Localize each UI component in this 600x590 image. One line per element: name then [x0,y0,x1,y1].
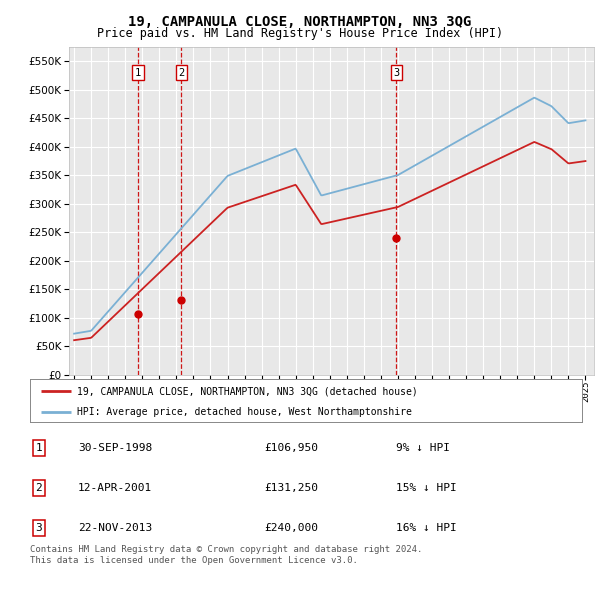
Text: Contains HM Land Registry data © Crown copyright and database right 2024.
This d: Contains HM Land Registry data © Crown c… [30,545,422,565]
Point [391,233,401,242]
Text: £240,000: £240,000 [264,523,318,533]
Text: Price paid vs. HM Land Registry's House Price Index (HPI): Price paid vs. HM Land Registry's House … [97,27,503,40]
Point [176,295,186,304]
Text: 22-NOV-2013: 22-NOV-2013 [78,523,152,533]
Text: 9% ↓ HPI: 9% ↓ HPI [396,443,450,453]
Text: 15% ↓ HPI: 15% ↓ HPI [396,483,457,493]
Text: 1: 1 [35,443,43,453]
Text: 1: 1 [135,68,141,78]
Text: 30-SEP-1998: 30-SEP-1998 [78,443,152,453]
Text: 19, CAMPANULA CLOSE, NORTHAMPTON, NN3 3QG (detached house): 19, CAMPANULA CLOSE, NORTHAMPTON, NN3 3Q… [77,386,418,396]
Text: £106,950: £106,950 [264,443,318,453]
Text: 3: 3 [35,523,43,533]
Text: 2: 2 [35,483,43,493]
Text: £131,250: £131,250 [264,483,318,493]
Text: HPI: Average price, detached house, West Northamptonshire: HPI: Average price, detached house, West… [77,407,412,417]
Text: 3: 3 [393,68,400,78]
Text: 19, CAMPANULA CLOSE, NORTHAMPTON, NN3 3QG: 19, CAMPANULA CLOSE, NORTHAMPTON, NN3 3Q… [128,15,472,30]
Text: 16% ↓ HPI: 16% ↓ HPI [396,523,457,533]
Text: 2: 2 [178,68,184,78]
Point [133,309,143,319]
Text: 12-APR-2001: 12-APR-2001 [78,483,152,493]
